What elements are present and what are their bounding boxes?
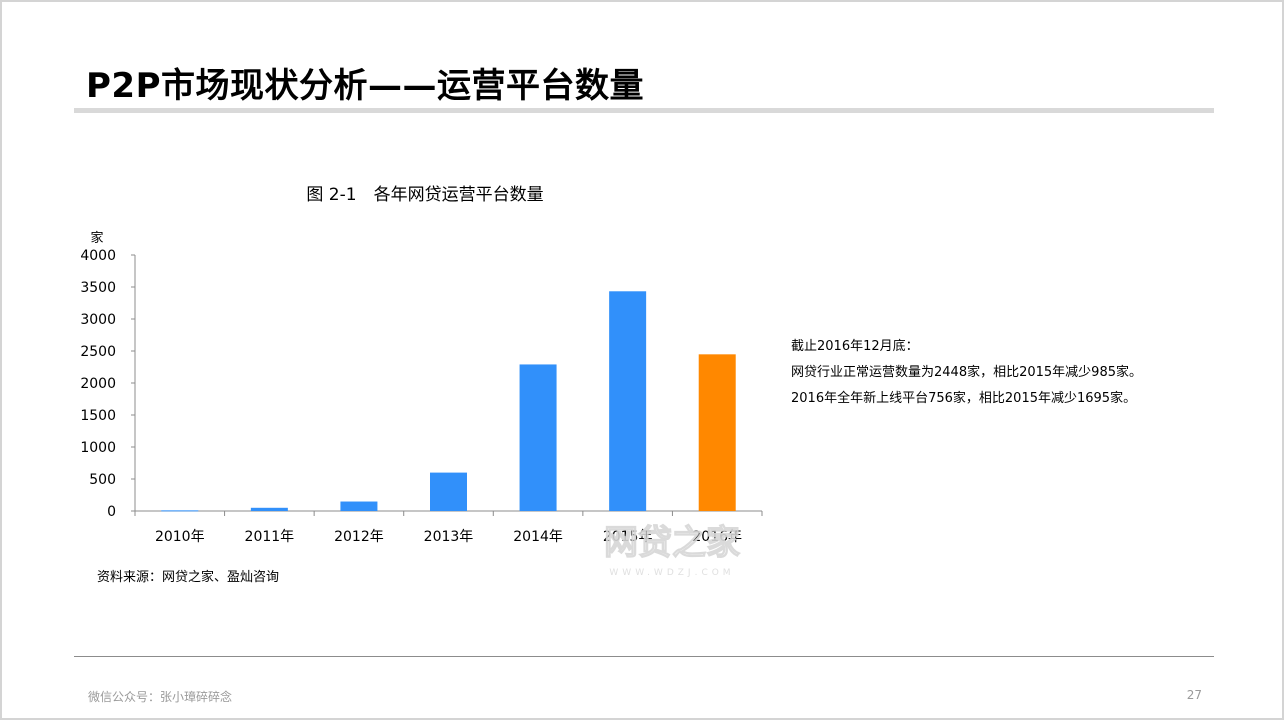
x-tick-label: 2013年 bbox=[424, 529, 474, 545]
note-line: 截止2016年12月底： bbox=[791, 339, 919, 354]
y-tick-label: 1000 bbox=[80, 440, 116, 456]
x-tick-label: 2015年 bbox=[603, 529, 653, 545]
x-tick-label: 2016年 bbox=[692, 529, 742, 545]
footer-text: 微信公众号：张小璋碎碎念 bbox=[88, 690, 233, 704]
chart-source: 资料来源：网贷之家、盈灿咨询 bbox=[97, 570, 280, 585]
bar bbox=[250, 507, 288, 511]
y-tick-label: 500 bbox=[89, 472, 116, 488]
x-tick-label: 2014年 bbox=[513, 529, 563, 545]
y-tick-label: 2500 bbox=[80, 344, 116, 360]
x-tick-label: 2011年 bbox=[245, 529, 295, 545]
bar bbox=[609, 291, 647, 511]
y-tick-label: 4000 bbox=[80, 248, 116, 264]
y-tick-label: 3500 bbox=[80, 280, 116, 296]
page-number: 27 bbox=[1186, 688, 1202, 702]
bar bbox=[698, 354, 736, 511]
watermark-subtext: WWW.WDZJ.COM bbox=[609, 568, 734, 578]
bar bbox=[340, 501, 378, 511]
bar bbox=[161, 510, 199, 512]
watermark-text: 网贷之家 bbox=[604, 523, 740, 563]
x-tick-label: 2010年 bbox=[155, 529, 205, 545]
footer-rule bbox=[74, 656, 1214, 657]
note-line: 2016年全年新上线平台756家，相比2015年减少1695家。 bbox=[791, 391, 1137, 406]
y-tick-label: 3000 bbox=[80, 312, 116, 328]
y-tick-label: 0 bbox=[107, 504, 116, 520]
y-tick-label: 1500 bbox=[80, 408, 116, 424]
slide-title: P2P市场现状分析——运营平台数量 bbox=[86, 66, 644, 106]
y-axis-label: 家 bbox=[90, 230, 103, 246]
notes-panel: 截止2016年12月底： 网贷行业正常运营数量为2448家，相比2015年减少9… bbox=[791, 334, 1161, 412]
note-line: 网贷行业正常运营数量为2448家，相比2015年减少985家。 bbox=[791, 365, 1142, 380]
watermark-logo: 网贷之家 WWW.WDZJ.COM bbox=[603, 522, 740, 578]
title-rule bbox=[74, 108, 1214, 113]
bar bbox=[430, 472, 467, 511]
chart-title: 图 2-1 各年网贷运营平台数量 bbox=[306, 185, 544, 205]
bar bbox=[519, 364, 557, 511]
y-tick-label: 2000 bbox=[80, 376, 116, 392]
x-tick-label: 2012年 bbox=[334, 529, 384, 545]
